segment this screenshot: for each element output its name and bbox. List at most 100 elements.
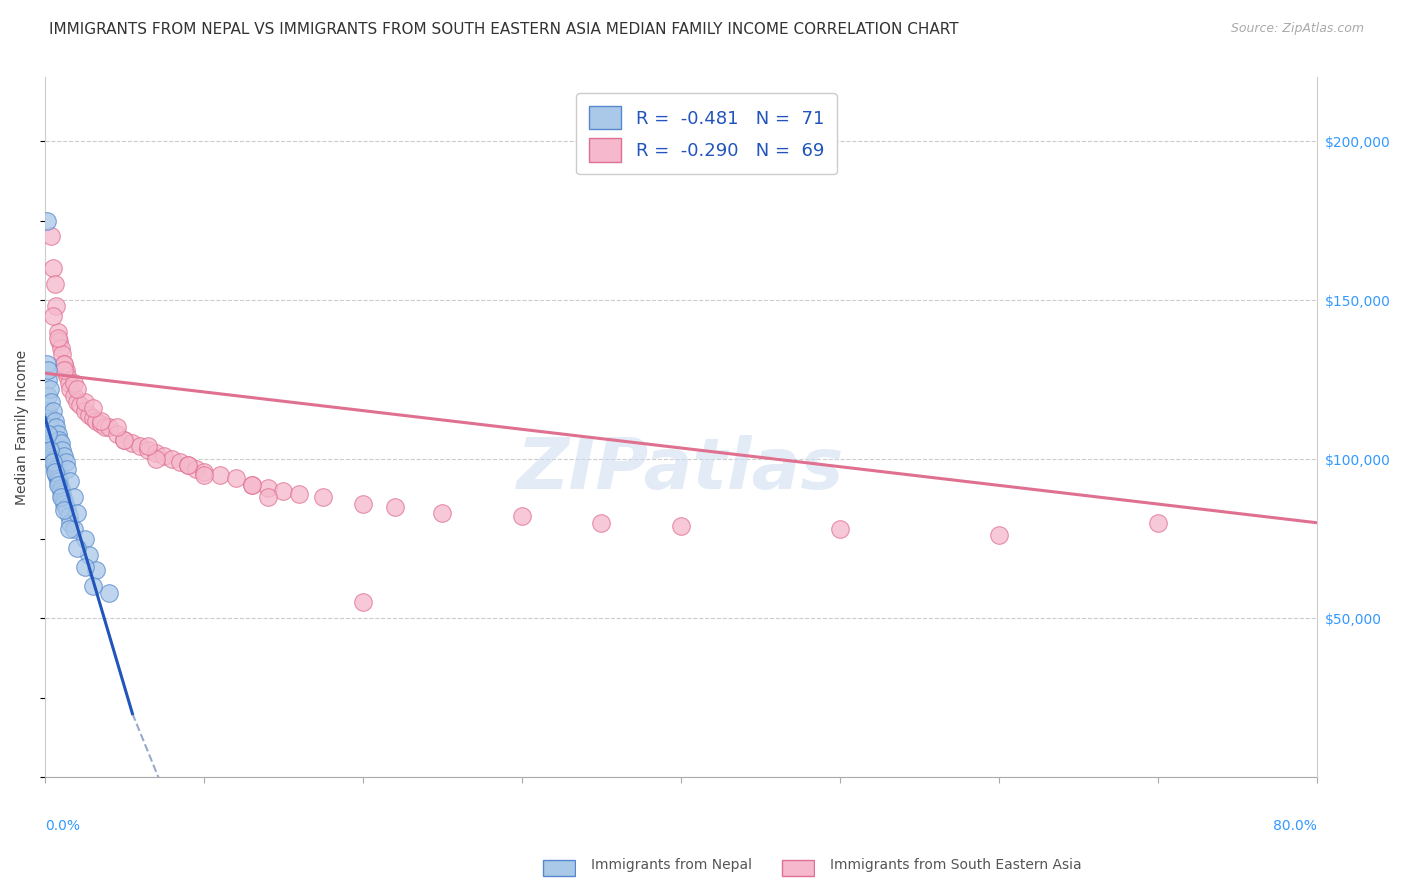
Point xyxy=(42,309,65,323)
Point xyxy=(45,468,67,483)
Point xyxy=(82,410,104,425)
Point xyxy=(352,497,374,511)
Point xyxy=(53,357,76,371)
Point xyxy=(46,468,69,483)
Point xyxy=(55,500,77,514)
Point xyxy=(105,420,128,434)
Point xyxy=(44,455,66,469)
Point xyxy=(90,417,112,431)
Point xyxy=(97,585,120,599)
Legend: R =  -0.481   N =  71, R =  -0.290   N =  69: R = -0.481 N = 71, R = -0.290 N = 69 xyxy=(576,94,837,174)
Point xyxy=(51,487,73,501)
Point xyxy=(136,442,159,457)
Point xyxy=(59,475,82,489)
Point xyxy=(73,532,96,546)
Point xyxy=(37,404,59,418)
Text: Immigrants from Nepal: Immigrants from Nepal xyxy=(591,858,752,872)
Point xyxy=(35,213,58,227)
Point xyxy=(38,420,60,434)
Point xyxy=(114,433,136,447)
Bar xyxy=(782,860,814,876)
Point xyxy=(38,414,60,428)
Point xyxy=(38,382,60,396)
Point xyxy=(44,461,66,475)
Point xyxy=(48,475,70,489)
Point xyxy=(46,325,69,339)
Point xyxy=(58,509,80,524)
Point xyxy=(73,404,96,418)
Point xyxy=(59,382,82,396)
Point xyxy=(38,426,60,441)
Point xyxy=(55,455,77,469)
Point xyxy=(44,277,66,292)
Text: ZIPatlas: ZIPatlas xyxy=(517,434,845,504)
Point xyxy=(66,541,89,556)
Point xyxy=(53,497,76,511)
Text: Immigrants from South Eastern Asia: Immigrants from South Eastern Asia xyxy=(830,858,1081,872)
Point xyxy=(42,261,65,276)
Point xyxy=(42,404,65,418)
Point xyxy=(45,465,67,479)
Point xyxy=(90,414,112,428)
Point xyxy=(94,420,117,434)
Point xyxy=(288,487,311,501)
Point xyxy=(169,455,191,469)
Point xyxy=(56,461,79,475)
Point xyxy=(66,382,89,396)
Point xyxy=(38,442,60,457)
Point xyxy=(62,490,84,504)
Point xyxy=(53,357,76,371)
Point xyxy=(669,519,692,533)
Point xyxy=(240,477,263,491)
Point xyxy=(46,426,69,441)
Point xyxy=(432,506,454,520)
Point xyxy=(177,458,200,473)
Point xyxy=(42,455,65,469)
Point xyxy=(384,500,406,514)
Point xyxy=(35,357,58,371)
Point xyxy=(208,468,231,483)
Point xyxy=(44,452,66,467)
Point xyxy=(42,446,65,460)
Point xyxy=(44,458,66,473)
Point xyxy=(84,564,107,578)
Point xyxy=(510,509,533,524)
Point xyxy=(45,461,67,475)
Point xyxy=(55,363,77,377)
Point xyxy=(69,398,91,412)
Point xyxy=(256,481,278,495)
Point xyxy=(41,439,63,453)
Point xyxy=(97,420,120,434)
Point xyxy=(136,439,159,453)
Point xyxy=(44,465,66,479)
Point xyxy=(73,395,96,409)
Point xyxy=(591,516,613,530)
Point xyxy=(79,408,101,422)
Point xyxy=(49,490,72,504)
Point xyxy=(51,490,73,504)
Point xyxy=(129,439,152,453)
Point xyxy=(184,461,207,475)
Point xyxy=(53,363,76,377)
Point xyxy=(42,452,65,467)
Text: IMMIGRANTS FROM NEPAL VS IMMIGRANTS FROM SOUTH EASTERN ASIA MEDIAN FAMILY INCOME: IMMIGRANTS FROM NEPAL VS IMMIGRANTS FROM… xyxy=(49,22,959,37)
Point xyxy=(121,436,143,450)
Point xyxy=(66,395,89,409)
Y-axis label: Median Family Income: Median Family Income xyxy=(15,350,30,505)
Point xyxy=(177,458,200,473)
Point xyxy=(51,442,73,457)
Point xyxy=(51,347,73,361)
Point xyxy=(53,493,76,508)
Point xyxy=(160,452,183,467)
Point xyxy=(240,477,263,491)
Point xyxy=(44,414,66,428)
Point xyxy=(37,426,59,441)
Point xyxy=(48,334,70,349)
Point xyxy=(82,579,104,593)
Point xyxy=(42,449,65,463)
Point xyxy=(49,436,72,450)
Point xyxy=(41,436,63,450)
Point xyxy=(46,331,69,345)
Point xyxy=(84,414,107,428)
Point xyxy=(53,503,76,517)
